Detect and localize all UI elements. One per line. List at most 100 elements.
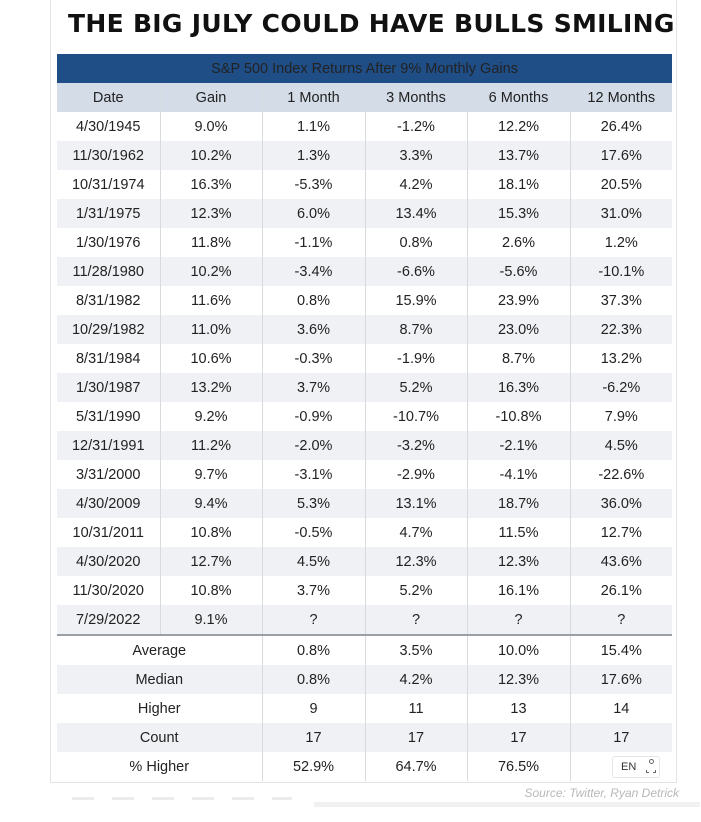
value-cell: 36.0%	[570, 489, 673, 518]
value-cell: 23.9%	[467, 286, 571, 315]
value-cell: -10.7%	[365, 402, 468, 431]
value-cell: 13.4%	[365, 199, 468, 228]
summary-value: 14	[570, 694, 673, 723]
date-cell: 11/30/2020	[57, 576, 161, 605]
column-header: Date	[57, 83, 161, 112]
value-cell: 12.3%	[160, 199, 263, 228]
value-cell: -3.1%	[262, 460, 366, 489]
language-badge[interactable]: EN	[612, 756, 660, 778]
value-cell: ?	[570, 605, 673, 636]
value-cell: 22.3%	[570, 315, 673, 344]
value-cell: -5.6%	[467, 257, 571, 286]
faint-divider	[314, 802, 700, 807]
value-cell: 13.2%	[570, 344, 673, 373]
summary-value: 3.5%	[365, 635, 468, 665]
summary-value: 17	[467, 723, 571, 752]
value-cell: -3.4%	[262, 257, 366, 286]
summary-row: Higher 9 11 13 14	[57, 694, 673, 723]
value-cell: 12.7%	[160, 547, 263, 576]
value-cell: 10.8%	[160, 576, 263, 605]
value-cell: -0.3%	[262, 344, 366, 373]
table-row: 11/30/2020 10.8% 3.7% 5.2% 16.1% 26.1%	[57, 576, 673, 605]
summary-value: 15.4%	[570, 635, 673, 665]
value-cell: -1.9%	[365, 344, 468, 373]
date-cell: 8/31/1984	[57, 344, 161, 373]
date-cell: 10/29/1982	[57, 315, 161, 344]
date-cell: 1/30/1987	[57, 373, 161, 402]
table-row: 3/31/2000 9.7% -3.1% -2.9% -4.1% -22.6%	[57, 460, 673, 489]
faint-caption-trace	[72, 797, 292, 800]
date-cell: 4/30/2009	[57, 489, 161, 518]
table-row: 10/31/2011 10.8% -0.5% 4.7% 11.5% 12.7%	[57, 518, 673, 547]
value-cell: -5.3%	[262, 170, 366, 199]
summary-value: 0.8%	[262, 665, 366, 694]
value-cell: -10.8%	[467, 402, 571, 431]
value-cell: 3.7%	[262, 576, 366, 605]
value-cell: -22.6%	[570, 460, 673, 489]
value-cell: 9.0%	[160, 112, 263, 141]
value-cell: 12.7%	[570, 518, 673, 547]
date-cell: 1/30/1976	[57, 228, 161, 257]
keyboard-icon	[646, 759, 656, 775]
value-cell: 3.3%	[365, 141, 468, 170]
value-cell: 8.7%	[467, 344, 571, 373]
value-cell: 10.6%	[160, 344, 263, 373]
value-cell: 13.7%	[467, 141, 571, 170]
table-row: 8/31/1982 11.6% 0.8% 15.9% 23.9% 37.3%	[57, 286, 673, 315]
value-cell: 16.3%	[160, 170, 263, 199]
value-cell: -1.1%	[262, 228, 366, 257]
date-cell: 1/31/1975	[57, 199, 161, 228]
date-cell: 4/30/1945	[57, 112, 161, 141]
value-cell: -2.1%	[467, 431, 571, 460]
summary-value: 13	[467, 694, 571, 723]
summary-value: 17.6%	[570, 665, 673, 694]
summary-value: 17	[570, 723, 673, 752]
value-cell: 9.1%	[160, 605, 263, 636]
value-cell: 5.2%	[365, 576, 468, 605]
table-row: 1/30/1976 11.8% -1.1% 0.8% 2.6% 1.2%	[57, 228, 673, 257]
date-cell: 3/31/2000	[57, 460, 161, 489]
summary-label: % Higher	[57, 752, 263, 781]
value-cell: -0.5%	[262, 518, 366, 547]
table-row: 11/30/1962 10.2% 1.3% 3.3% 13.7% 17.6%	[57, 141, 673, 170]
value-cell: 10.2%	[160, 141, 263, 170]
value-cell: 9.7%	[160, 460, 263, 489]
value-cell: -1.2%	[365, 112, 468, 141]
value-cell: 11.2%	[160, 431, 263, 460]
summary-label: Higher	[57, 694, 263, 723]
table-row: 1/31/1975 12.3% 6.0% 13.4% 15.3% 31.0%	[57, 199, 673, 228]
summary-value: 11	[365, 694, 468, 723]
source-note: Source: Twitter, Ryan Detrick	[524, 786, 680, 800]
table-row: 1/30/1987 13.2% 3.7% 5.2% 16.3% -6.2%	[57, 373, 673, 402]
summary-value: 10.0%	[467, 635, 571, 665]
value-cell: 2.6%	[467, 228, 571, 257]
value-cell: 5.3%	[262, 489, 366, 518]
summary-value: 64.7%	[365, 752, 468, 781]
summary-label: Average	[57, 635, 263, 665]
value-cell: 4.5%	[570, 431, 673, 460]
date-cell: 7/29/2022	[57, 605, 161, 636]
table-row: 12/31/1991 11.2% -2.0% -3.2% -2.1% 4.5%	[57, 431, 673, 460]
value-cell: 18.7%	[467, 489, 571, 518]
column-header: 3 Months	[365, 83, 468, 112]
value-cell: 12.3%	[467, 547, 571, 576]
summary-value: 12.3%	[467, 665, 571, 694]
headline: THE BIG JULY COULD HAVE BULLS SMILING	[68, 9, 675, 38]
value-cell: 16.3%	[467, 373, 571, 402]
date-cell: 5/31/1990	[57, 402, 161, 431]
date-cell: 4/30/2020	[57, 547, 161, 576]
table-row: 10/29/1982 11.0% 3.6% 8.7% 23.0% 22.3%	[57, 315, 673, 344]
value-cell: 20.5%	[570, 170, 673, 199]
value-cell: 11.6%	[160, 286, 263, 315]
language-badge-label: EN	[621, 761, 637, 773]
value-cell: 37.3%	[570, 286, 673, 315]
table-row: 8/31/1984 10.6% -0.3% -1.9% 8.7% 13.2%	[57, 344, 673, 373]
value-cell: 12.2%	[467, 112, 571, 141]
returns-table: S&P 500 Index Returns After 9% Monthly G…	[57, 54, 673, 781]
summary-value: 17	[262, 723, 366, 752]
value-cell: -6.6%	[365, 257, 468, 286]
value-cell: -10.1%	[570, 257, 673, 286]
date-cell: 10/31/1974	[57, 170, 161, 199]
value-cell: 3.7%	[262, 373, 366, 402]
